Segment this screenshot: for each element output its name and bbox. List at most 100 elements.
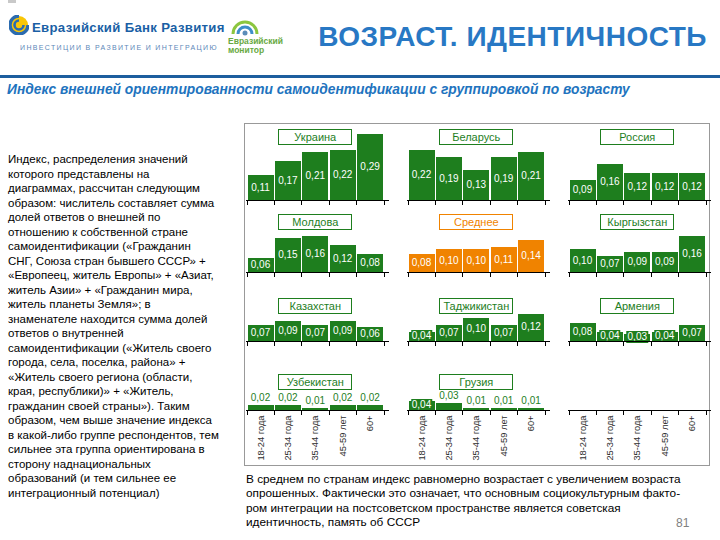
axis-tick	[678, 410, 679, 415]
edb-bank-logo-icon	[9, 15, 29, 35]
left-text-line: знаменателе находится сумма долей	[8, 312, 246, 327]
bar-value-label: 0,01	[467, 395, 486, 407]
x-axis-label: 35-44 года	[632, 415, 643, 469]
slide: Евразийский Банк Развития ИНВЕСТИЦИИ В Р…	[0, 0, 720, 540]
x-axis	[246, 341, 389, 342]
bar-value-label: 0,01	[521, 395, 540, 407]
bottom-summary-text: В среднем по странам индекс равномерно в…	[246, 472, 716, 530]
bar-value-label: 0,07	[681, 327, 702, 339]
monitor-line2: монитор	[228, 46, 283, 55]
axis-tick	[545, 200, 546, 205]
bar-value-label: 0,29	[359, 161, 380, 173]
axis-tick	[490, 272, 491, 277]
chart-title: Грузия	[439, 374, 513, 390]
axis-tick	[623, 272, 624, 277]
bar-value-label: 0,07	[438, 327, 459, 339]
x-axis-label: 45-59 лет	[659, 415, 670, 469]
axis-tick	[517, 200, 518, 205]
axis-tick	[301, 341, 302, 346]
bar-value-label: 0,22	[411, 169, 432, 181]
chart-title: Кыргызстан	[600, 214, 674, 230]
left-text-line: образований (и тем сильнее ее	[8, 471, 246, 486]
bar-value-label: 0,07	[599, 258, 620, 270]
axis-tick	[274, 341, 275, 346]
bar-value-label: 0,11	[250, 182, 271, 194]
bar-value-label: 0,13	[466, 179, 487, 191]
axis-tick	[435, 200, 436, 205]
axis-tick	[706, 200, 707, 205]
left-text-line: края, республики)» + «Житель,	[8, 384, 246, 399]
bar-value-label: 0,12	[627, 181, 648, 193]
chart-title: Молдова	[278, 214, 352, 230]
bar-value-label: 0,10	[466, 255, 487, 267]
bar-value-label: 0,14	[520, 250, 541, 262]
chart-title: Казахстан	[278, 298, 352, 314]
page-title: ВОЗРАСТ. ИДЕНТИЧНОСТЬ	[318, 21, 707, 53]
axis-tick	[384, 272, 385, 277]
left-text-line: отношению к собственной стране	[8, 225, 246, 240]
x-axis-label: 18-24 года	[416, 415, 427, 469]
subtitle: Индекс внешней ориентированности самоиде…	[7, 82, 630, 97]
bar-value-label: 0,02	[251, 392, 270, 404]
left-text-line: которого представлены на	[8, 167, 246, 182]
axis-tick	[274, 410, 275, 415]
x-axis-label: 35-44 года	[310, 415, 321, 469]
x-axis	[246, 410, 389, 411]
x-axis-label: 35-44 года	[471, 415, 482, 469]
bar-value-label: 0,07	[250, 327, 271, 339]
left-text-line: в какой-либо группе респондентов, тем	[8, 428, 246, 443]
axis-tick	[651, 200, 652, 205]
axis-tick	[490, 410, 491, 415]
axis-tick	[545, 341, 546, 346]
axis-tick	[490, 341, 491, 346]
bar-value-label: 0,06	[359, 328, 380, 340]
x-axis-label: 45-59 лет	[498, 415, 509, 469]
bar-value-label: 0,12	[520, 321, 541, 333]
axis-tick	[384, 410, 385, 415]
axis-tick	[623, 341, 624, 346]
bar-value-label: 0,09	[627, 256, 648, 268]
bar-value-label: 0,09	[332, 325, 353, 337]
left-text-line: интеграционный потенциал)	[8, 486, 246, 501]
x-axis-label: 25-34 года	[443, 415, 454, 469]
axis-tick	[596, 341, 597, 346]
bar-value-label: 0,12	[681, 181, 702, 193]
bar-value-label: 0,21	[305, 170, 326, 182]
axis-tick	[435, 272, 436, 277]
x-axis	[568, 200, 711, 201]
bottom-text-line: опрошенных. Фактически это означает, что…	[246, 486, 716, 500]
axis-tick	[651, 341, 652, 346]
chart-title: Узбекистан	[278, 374, 352, 390]
left-text-line: житель Азии» + «Гражданин мира,	[8, 283, 246, 298]
axis-tick	[623, 410, 624, 415]
axis-tick	[651, 272, 652, 277]
axis-tick	[301, 200, 302, 205]
bar-value-label: 0,22	[332, 169, 353, 181]
axis-tick	[462, 272, 463, 277]
axis-tick	[678, 200, 679, 205]
axis-tick	[274, 200, 275, 205]
left-text-line: «Европеец, житель Европы» + «Азиат,	[8, 268, 246, 283]
bottom-text-line: идентичность, память об СССР	[246, 515, 716, 529]
axis-tick	[678, 272, 679, 277]
bar-value-label: 0,08	[411, 257, 432, 269]
axis-tick	[356, 341, 357, 346]
left-text-line: образом, чем выше значение индекса	[8, 413, 246, 428]
axis-tick	[247, 200, 248, 205]
chart-title: Среднее	[439, 214, 513, 230]
axis-tick	[706, 272, 707, 277]
page-number: 81	[676, 516, 689, 530]
axis-tick	[247, 272, 248, 277]
bar	[436, 403, 462, 410]
bar-value-label: 0,21	[520, 170, 541, 182]
axis-tick	[356, 200, 357, 205]
x-axis	[246, 200, 389, 201]
left-text-line: «Житель своего региона (области,	[8, 370, 246, 385]
x-axis-label: 25-34 года	[604, 415, 615, 469]
bottom-text-line: В среднем по странам индекс равномерно в…	[246, 472, 716, 486]
axis-tick	[490, 200, 491, 205]
chart-title: Украина	[278, 129, 352, 145]
axis-tick	[596, 410, 597, 415]
charts-panel: Украина0,110,170,210,220,29Беларусь0,220…	[244, 123, 710, 466]
axis-tick	[247, 341, 248, 346]
